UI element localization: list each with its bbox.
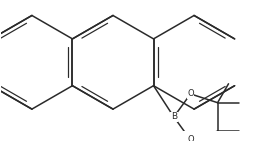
Text: O: O xyxy=(187,89,194,98)
Text: O: O xyxy=(187,135,194,141)
Text: B: B xyxy=(171,112,177,121)
